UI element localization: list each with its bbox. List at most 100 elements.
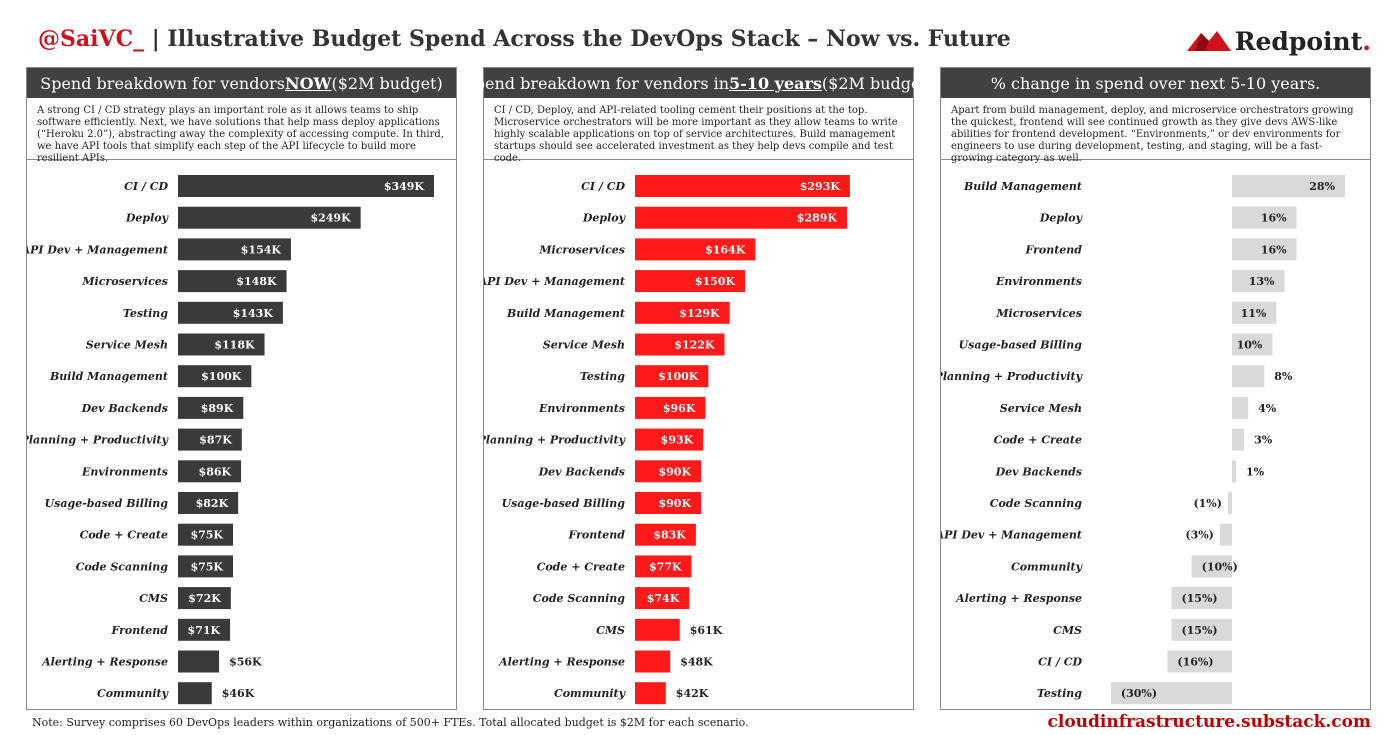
value-label-build-management: $129K — [679, 307, 720, 320]
category-label-planning-productivity: Planning + Productivity — [941, 370, 1084, 383]
value-label-code-create: $75K — [190, 529, 223, 542]
value-label-code-create: 3% — [1254, 434, 1273, 447]
panel-future: Spend breakdown for vendors in 5-10 year… — [464, 67, 933, 710]
category-label-frontend: Frontend — [1024, 243, 1082, 256]
page-title: @SaiVC_ | Illustrative Budget Spend Acro… — [38, 26, 1011, 52]
value-label-ci-cd: $349K — [384, 180, 425, 193]
bar-chart-svg: CI / CD $349K Deploy $249K API Dev + Managem… — [27, 175, 434, 705]
value-label-cms: (15%) — [1181, 624, 1217, 637]
value-label-usage-based-billing: $90K — [658, 497, 691, 510]
panel-header: Spend breakdown for vendors in 5-10 year… — [464, 68, 933, 98]
value-label-code-scanning: $75K — [190, 560, 223, 573]
value-label-alerting-response: $56K — [229, 656, 262, 669]
category-label-code-scanning: Code Scanning — [76, 560, 169, 573]
category-label-community: Community — [1011, 560, 1084, 573]
category-label-deploy: Deploy — [125, 212, 170, 225]
site-link[interactable]: cloudinfrastructure.substack.com — [1047, 712, 1371, 732]
category-label-code-create: Code + Create — [994, 434, 1082, 447]
category-label-community: Community — [554, 687, 627, 700]
category-label-service-mesh: Service Mesh — [543, 339, 625, 352]
value-label-testing: $143K — [233, 307, 274, 320]
category-label-service-mesh: Service Mesh — [1000, 402, 1082, 415]
bar-build-management — [178, 365, 252, 388]
value-label-alerting-response: (15%) — [1181, 592, 1217, 605]
value-label-build-management: $100K — [201, 370, 242, 383]
value-label-deploy: $249K — [310, 212, 351, 225]
category-label-deploy: Deploy — [1039, 212, 1084, 225]
bar-cms — [635, 618, 680, 641]
value-label-api-dev-management: (3%) — [1185, 529, 1214, 542]
value-label-frontend: 16% — [1261, 243, 1287, 256]
value-label-ci-cd: (16%) — [1177, 656, 1213, 669]
value-label-build-management: 28% — [1309, 180, 1335, 193]
bar-code-create — [635, 555, 692, 578]
category-label-usage-based-billing: Usage-based Billing — [502, 497, 626, 510]
category-label-deploy: Deploy — [582, 212, 627, 225]
value-label-testing: $100K — [658, 370, 699, 383]
category-label-build-management: Build Management — [49, 370, 168, 383]
bar-frontend — [178, 618, 231, 641]
bar-deploy — [635, 206, 847, 229]
footnote: Note: Survey comprises 60 DevOps leaders… — [32, 716, 749, 729]
chart-future: CI / CD $293K Deploy $289K Microservices $164… — [484, 161, 913, 709]
bar-community — [178, 682, 212, 705]
value-label-community: $42K — [676, 687, 709, 700]
category-label-testing: Testing — [123, 307, 168, 320]
bar-frontend — [635, 523, 696, 546]
value-label-planning-productivity: $93K — [661, 434, 694, 447]
category-label-environments: Environments — [995, 275, 1082, 288]
bar-ci-cd — [1167, 650, 1232, 673]
value-label-microservices: $164K — [705, 243, 746, 256]
value-label-code-scanning: $74K — [647, 592, 680, 605]
bar-dev-backends — [1232, 460, 1237, 483]
bar-build-management — [1232, 175, 1345, 197]
bar-alerting-response — [1171, 587, 1232, 610]
bar-dev-backends — [635, 460, 702, 483]
value-label-planning-productivity: $87K — [199, 434, 232, 447]
category-label-environments: Environments — [81, 465, 168, 478]
value-label-frontend: $71K — [188, 624, 221, 637]
panel-header: % change in spend over next 5-10 years. — [941, 68, 1370, 98]
bar-service-mesh — [635, 333, 725, 356]
value-label-deploy: $289K — [797, 212, 838, 225]
bar-community — [1191, 555, 1232, 578]
bar-chart-svg: Build Management 28% Deploy 16% Frontend 16% E… — [941, 175, 1345, 705]
category-label-planning-productivity: Planning + Productivity — [27, 434, 170, 447]
category-label-community: Community — [97, 687, 170, 700]
bar-code-scanning — [178, 555, 234, 578]
value-label-environments: $96K — [663, 402, 696, 415]
category-label-alerting-response: Alerting + Response — [955, 592, 1082, 605]
category-label-dev-backends: Dev Backends — [81, 402, 168, 415]
bar-environments — [635, 396, 706, 419]
redpoint-mountain-icon — [1186, 31, 1231, 51]
bar-ci-cd — [635, 175, 850, 197]
value-label-testing: (30%) — [1121, 687, 1157, 700]
value-label-alerting-response: $48K — [680, 656, 713, 669]
panel-header: Spend breakdown for vendors NOW ($2M bud… — [27, 68, 456, 98]
bar-usage-based-billing — [178, 492, 239, 514]
bar-planning-productivity — [635, 428, 704, 451]
bar-deploy — [1232, 206, 1297, 229]
category-label-cms: CMS — [596, 624, 625, 637]
category-label-ci-cd: CI / CD — [124, 180, 168, 193]
value-label-code-create: $77K — [649, 560, 682, 573]
category-label-build-management: Build Management — [506, 307, 625, 320]
panel-now: Spend breakdown for vendors NOW ($2M bud… — [26, 67, 457, 710]
bar-microservices — [178, 270, 287, 293]
bar-microservices — [635, 238, 756, 261]
category-label-usage-based-billing: Usage-based Billing — [45, 497, 169, 510]
bar-service-mesh — [178, 333, 265, 356]
value-label-service-mesh: $122K — [674, 339, 715, 352]
bar-testing — [178, 301, 283, 324]
category-label-code-scanning: Code Scanning — [990, 497, 1083, 510]
category-label-dev-backends: Dev Backends — [538, 465, 625, 478]
logo-text: Redpoint. — [1234, 26, 1371, 56]
bar-api-dev-management — [635, 270, 746, 293]
value-label-api-dev-management: $154K — [241, 243, 282, 256]
bar-testing — [635, 365, 709, 388]
bar-planning-productivity — [1232, 365, 1265, 388]
bar-code-scanning — [1227, 492, 1232, 514]
category-label-frontend: Frontend — [110, 624, 168, 637]
value-label-dev-backends: $89K — [201, 402, 234, 415]
twitter-handle[interactable]: @SaiVC_ — [38, 26, 145, 52]
